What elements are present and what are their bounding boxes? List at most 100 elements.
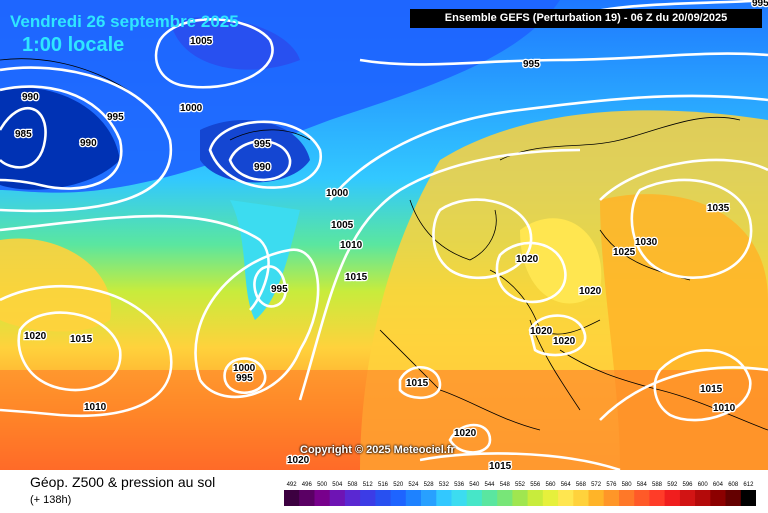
scale-swatch [527, 490, 544, 506]
scale-label: 584 [637, 482, 648, 488]
scale-swatch [573, 490, 589, 506]
scale-label: 548 [500, 482, 511, 488]
lead-time: (+ 138h) [30, 494, 72, 506]
scale-label: 508 [347, 482, 358, 488]
scale-label: 536 [454, 482, 465, 488]
isobar-label: 1010 [84, 402, 107, 413]
scale-label: 600 [698, 482, 709, 488]
isobar-label: 990 [80, 138, 97, 149]
scale-label: 520 [393, 482, 404, 488]
color-scale-svg: 492 496 500 504 508 512 516 520 524 528 532 536 540 5… [284, 482, 757, 506]
isobar-label: 1015 [345, 272, 368, 283]
warm-west [0, 238, 112, 332]
scale-label: 572 [591, 482, 602, 488]
scale-swatch [284, 490, 300, 506]
isobar-label: 1020 [579, 286, 602, 297]
isobar-label: 1000 [233, 363, 256, 374]
isobar-label: 995 [523, 59, 540, 70]
scale-label: 560 [545, 482, 556, 488]
isobar-label: 1000 [326, 188, 349, 199]
isobars [0, 0, 768, 470]
scale-label: 556 [530, 482, 541, 488]
scale-label: 588 [652, 482, 663, 488]
scale-label: 544 [484, 482, 495, 488]
run-info-banner: Ensemble GEFS (Perturbation 19) - 06 Z d… [410, 9, 762, 28]
isobar-label: 990 [22, 92, 39, 103]
low-core-center [200, 120, 310, 183]
isobar-label: 1020 [24, 331, 47, 342]
warm-south [0, 370, 768, 470]
isobar-label: 1020 [287, 455, 310, 466]
isobar-label: 1020 [516, 254, 539, 265]
scale-label: 528 [424, 482, 435, 488]
isobar-label: 1035 [707, 203, 730, 214]
scale-swatch [542, 490, 559, 506]
scale-label: 516 [378, 482, 389, 488]
scale-swatch [649, 490, 666, 506]
scale-swatch [481, 490, 498, 506]
scale-swatch [725, 490, 742, 506]
scale-label: 524 [408, 482, 419, 488]
isobar-labels: 1005 995 990 995 985 990 1000 995 990 99… [14, 0, 768, 470]
scale-label: 532 [439, 482, 450, 488]
isobar-label: 1010 [713, 403, 736, 414]
scale-swatch [512, 490, 529, 506]
scale-swatch [451, 490, 468, 506]
isobar-label: 1010 [340, 240, 363, 251]
isobar-label: 1020 [553, 336, 576, 347]
scale-label: 612 [743, 482, 754, 488]
isobar-label: 995 [254, 139, 271, 150]
isobar-label: 1005 [190, 36, 213, 47]
isobar-label: 1025 [613, 247, 636, 258]
scale-swatch [710, 490, 726, 506]
isobar-label: 995 [236, 373, 253, 384]
scale-swatch [329, 490, 346, 506]
blue-patch-north [170, 17, 300, 70]
isobar-label: 995 [752, 0, 768, 9]
isobar-label: 1020 [454, 428, 477, 439]
isobar-label: 1005 [331, 220, 354, 231]
scale-swatch [619, 490, 635, 506]
isobar-label: 1030 [635, 237, 658, 248]
scale-label: 500 [317, 482, 328, 488]
scale-swatch [390, 490, 407, 506]
scale-label: 568 [576, 482, 587, 488]
scale-swatch [740, 490, 757, 506]
isobar-label: 1015 [406, 378, 429, 389]
scale-swatch [679, 490, 696, 506]
scale-swatch [497, 490, 513, 506]
isobar-label: 995 [271, 284, 288, 295]
color-scale: 492 496 500 504 508 512 516 520 524 528 532 536 540 5… [284, 478, 757, 508]
isobar-label: 995 [107, 112, 124, 123]
scale-label: 540 [469, 482, 480, 488]
copyright-text: Copyright © 2025 Meteociel.fr [300, 444, 455, 456]
isobar-label: 1000 [180, 103, 203, 114]
scale-swatch [603, 490, 620, 506]
scale-swatch [314, 490, 331, 506]
scale-swatch [360, 490, 376, 506]
isobar-label: 1015 [700, 384, 723, 395]
scale-swatch [664, 490, 681, 506]
scale-swatch [436, 490, 452, 506]
scale-swatch [695, 490, 711, 506]
scale-label: 512 [363, 482, 374, 488]
isobar-label: 990 [254, 162, 271, 173]
scale-swatch [466, 490, 483, 506]
forecast-time: 1:00 locale [22, 34, 125, 56]
map-canvas: 1005 995 990 995 985 990 1000 995 990 99… [0, 0, 768, 470]
scale-swatch [588, 490, 605, 506]
isobar-label: 985 [15, 129, 32, 140]
scale-swatch [299, 490, 315, 506]
scale-label: 504 [332, 482, 343, 488]
trough-area [0, 0, 560, 193]
scale-label: 580 [622, 482, 633, 488]
scale-swatch [405, 490, 422, 506]
isobar-label: 1015 [70, 334, 93, 345]
scale-label: 492 [287, 482, 298, 488]
scale-swatch [421, 490, 437, 506]
scale-label: 604 [713, 482, 724, 488]
scale-label: 596 [682, 482, 693, 488]
scale-label: 608 [728, 482, 739, 488]
scale-label: 576 [606, 482, 617, 488]
scale-swatch [344, 490, 361, 506]
